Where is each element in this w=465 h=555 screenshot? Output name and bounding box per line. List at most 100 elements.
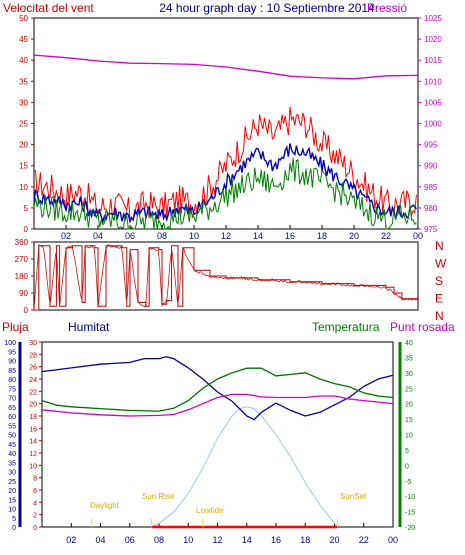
humidity-axis-tick-label: 75: [8, 386, 16, 393]
wind-axis-tick-label: 45: [19, 35, 28, 44]
temperature-axis-tick-label: 20: [405, 402, 413, 409]
x-tick-label: 18: [300, 535, 310, 545]
wind-gust-line: [33, 106, 417, 222]
wind-axis-tick-label: 10: [19, 183, 28, 192]
compass-label: E: [435, 292, 443, 306]
pressure-axis-tick-label: 1010: [424, 77, 442, 86]
humidity-axis-tick-label: 80: [8, 377, 16, 384]
wind-axis-tick-label: 50: [19, 14, 28, 23]
wind-axis-tick-label: 5: [24, 204, 29, 213]
temperature-axis-tick-label: -15: [405, 510, 415, 517]
humidity-axis-tick-label: 45: [8, 442, 16, 449]
pressure-title: Pressió: [367, 1, 407, 15]
humidity-axis-tick-label: 15: [8, 497, 16, 504]
wind-axis-tick-label: 30: [19, 98, 28, 107]
pressure-axis-tick-label: 990: [424, 162, 438, 171]
direction-axis-tick-label: 270: [15, 255, 29, 264]
x-tick-label: 12: [221, 231, 231, 241]
temperature-line: [41, 367, 394, 412]
sunrise-marker: Sun Rise: [142, 492, 175, 501]
rain-axis-tick-label: 14: [29, 439, 37, 446]
x-tick-label: 22: [359, 535, 369, 545]
x-tick-label: 10: [189, 231, 199, 241]
chart-title: 24 hour graph day : 10 Septiembre 2014: [159, 1, 375, 15]
x-tick-label: 06: [125, 535, 135, 545]
humidity-axis-tick-label: 70: [8, 396, 16, 403]
humidity-axis-tick-label: 65: [8, 405, 16, 412]
x-tick-label: 08: [157, 231, 167, 241]
x-tick-label: 20: [329, 535, 339, 545]
rain-axis-tick-label: 24: [29, 377, 37, 384]
humidity-axis-tick-label: 100: [4, 340, 16, 347]
compass-label: N: [435, 239, 444, 253]
x-tick-label: 12: [212, 535, 222, 545]
x-tick-label: 00: [413, 231, 423, 241]
wind-average-line: [33, 143, 417, 225]
daylight-marker: Daylight: [90, 501, 120, 510]
humidity-axis-tick-label: 5: [12, 516, 16, 523]
rain-axis-tick-label: 0: [33, 525, 37, 532]
temperature-axis-tick-label: 25: [405, 386, 413, 393]
wind-axis-tick-label: 15: [19, 162, 28, 171]
compass-label: S: [435, 274, 443, 288]
pressure-axis-tick-label: 1020: [424, 35, 442, 44]
rain-axis-tick-label: 16: [29, 426, 37, 433]
humidity-axis-tick-label: 90: [8, 359, 16, 366]
dewpoint-line: [41, 393, 394, 417]
humidity-temperature-panel: 0510152025303540455055606570758085909510…: [4, 340, 415, 545]
wind-speed-title: Velocitat del vent: [3, 1, 94, 15]
temperature-axis-tick-label: 35: [405, 355, 413, 362]
humidity-axis-tick-label: 20: [8, 488, 16, 495]
direction-axis-tick-label: 360: [15, 238, 29, 247]
humidity-axis-tick-label: 95: [8, 349, 16, 356]
pressure-axis-tick-label: 975: [424, 225, 438, 234]
temperature-axis-tick-label: -5: [405, 479, 411, 486]
humidity-axis-tick-label: 50: [8, 433, 16, 440]
wind-axis-tick-label: 35: [19, 77, 28, 86]
rain-axis-tick-label: 18: [29, 414, 37, 421]
compass-label: W: [435, 257, 447, 271]
pressure-axis-tick-label: 1005: [424, 98, 442, 107]
rain-label: Pluja: [2, 320, 29, 334]
temperature-axis-tick-label: 40: [405, 340, 413, 347]
x-tick-label: 00: [388, 535, 398, 545]
temperature-label: Temperatura: [312, 320, 380, 334]
humidity-line: [41, 356, 394, 421]
pressure-line: [33, 54, 419, 80]
temperature-axis-tick-label: 30: [405, 371, 413, 378]
direction-axis-tick-label: 180: [15, 272, 29, 281]
pressure-axis-tick-label: 980: [424, 204, 438, 213]
temperature-axis-tick-label: 15: [405, 417, 413, 424]
x-tick-label: 14: [242, 535, 252, 545]
pressure-axis-tick-label: 985: [424, 183, 438, 192]
rain-axis-tick-label: 2: [33, 513, 37, 520]
x-tick-label: 02: [61, 231, 71, 241]
wind-speed-line: [33, 158, 417, 231]
humidity-axis-tick-label: 40: [8, 451, 16, 458]
x-tick-label: 10: [183, 535, 193, 545]
temperature-axis-tick-label: 0: [405, 463, 409, 470]
wind-axis-tick-label: 20: [19, 141, 28, 150]
humidity-axis-tick-label: 0: [12, 525, 16, 532]
rain-axis-tick-label: 20: [29, 402, 37, 409]
temperature-axis-tick-label: 10: [405, 433, 413, 440]
compass-label: N: [435, 309, 444, 323]
temperature-axis-tick-label: 5: [405, 448, 409, 455]
wind-direction-scatter: [33, 243, 419, 310]
solar-radiation-line: [151, 406, 338, 528]
pressure-axis-tick-label: 1015: [424, 56, 442, 65]
wind-axis-tick-label: 40: [19, 56, 28, 65]
x-tick-label: 18: [317, 231, 327, 241]
pressure-axis-tick-label: 1025: [424, 14, 442, 23]
x-tick-label: 06: [125, 231, 135, 241]
rain-axis-tick-label: 6: [33, 488, 37, 495]
x-tick-label: 16: [285, 231, 295, 241]
pressure-axis-tick-label: 995: [424, 141, 438, 150]
rain-axis-tick-label: 28: [29, 352, 37, 359]
sunset-marker: SunSet: [340, 492, 367, 501]
x-tick-label: 02: [66, 535, 76, 545]
humidity-axis-tick-label: 85: [8, 368, 16, 375]
rain-axis-tick-label: 12: [29, 451, 37, 458]
